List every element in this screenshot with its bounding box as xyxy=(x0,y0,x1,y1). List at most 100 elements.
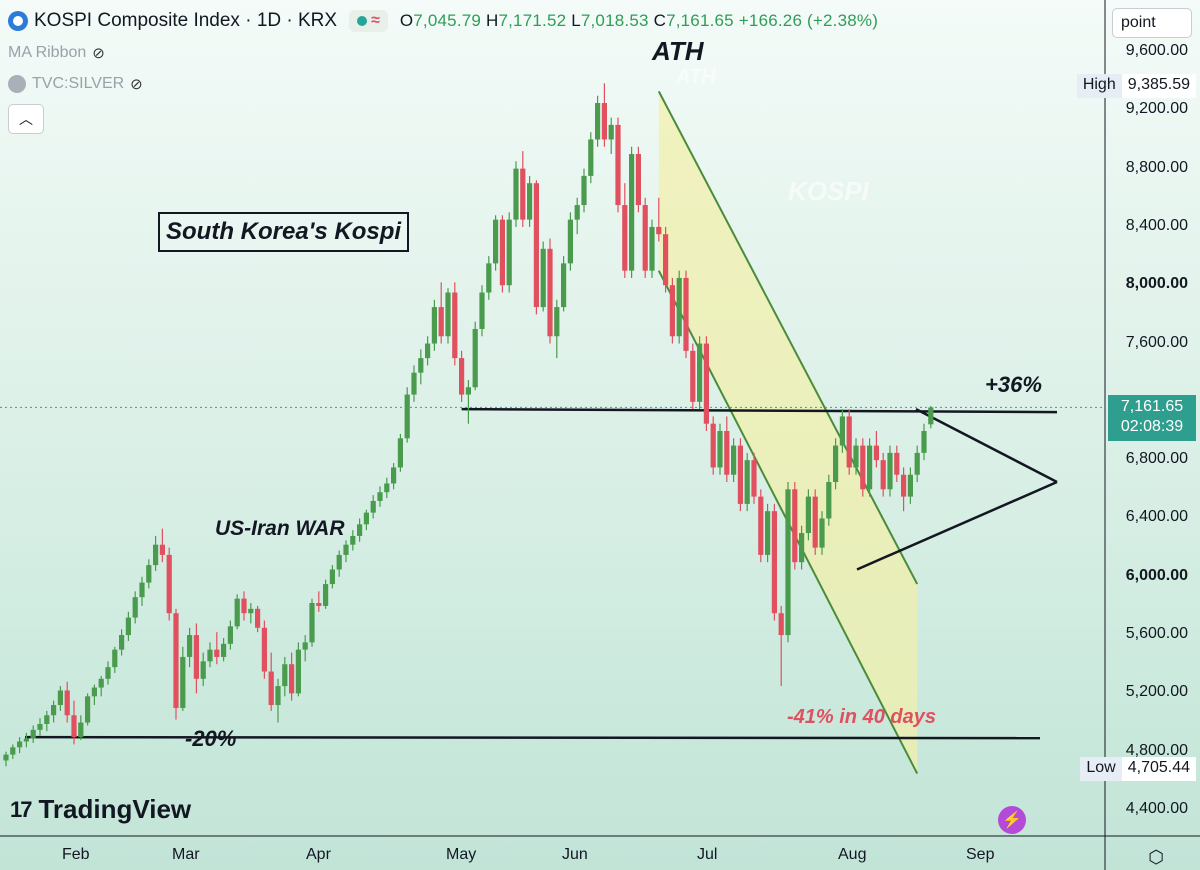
support-line xyxy=(24,735,1041,740)
candle-body xyxy=(105,667,111,679)
market-status-dot-icon xyxy=(357,16,368,26)
x-tick-label: Jul xyxy=(697,846,718,863)
low-marker: Low 4,705.44 xyxy=(1080,757,1196,781)
candle-body xyxy=(431,307,437,344)
legend-silver[interactable]: TVC:SILVER ⊘ xyxy=(8,75,143,93)
candle-body xyxy=(860,445,866,490)
hidden-eye-icon[interactable]: ⊘ xyxy=(130,76,143,93)
candle-body xyxy=(425,343,431,359)
status-pill[interactable]: ≈ xyxy=(349,10,388,32)
candle-body xyxy=(887,452,893,490)
x-tick-label: Jun xyxy=(562,846,588,863)
candle-body xyxy=(873,445,879,461)
resistance-line xyxy=(461,407,1058,414)
candle-body xyxy=(479,292,485,329)
candle-body xyxy=(907,474,913,497)
legend-ma-ribbon[interactable]: MA Ribbon ⊘ xyxy=(8,44,105,62)
candle-body xyxy=(153,544,159,566)
hidden-eye-icon[interactable]: ⊘ xyxy=(92,45,105,62)
candle-body xyxy=(533,183,539,308)
candle-body xyxy=(30,729,36,739)
collapse-legend-button[interactable]: ︿ xyxy=(8,104,44,134)
candle-body xyxy=(445,292,451,337)
minus41-label: -41% in 40 days xyxy=(787,706,936,728)
symbol-title[interactable]: KOSPI Composite Index · 1D · KRX xyxy=(34,10,338,31)
candle-body xyxy=(44,715,50,724)
candle-body xyxy=(397,438,403,468)
candle-body xyxy=(166,554,172,614)
y-tick-label: 5,200.00 xyxy=(1125,683,1188,701)
price-scale-unit[interactable]: point xyxy=(1112,8,1192,38)
candle-body xyxy=(894,452,900,475)
candle-body xyxy=(493,219,499,264)
watermark-ath: ATH xyxy=(676,66,716,88)
candle-body xyxy=(928,407,934,425)
candle-body xyxy=(901,474,907,497)
candle-body xyxy=(139,582,145,598)
candle-body xyxy=(187,635,193,657)
candle-body xyxy=(676,277,682,337)
candle-body xyxy=(98,678,104,688)
candle-body xyxy=(465,387,471,395)
tradingview-logo[interactable]: 17 TradingView xyxy=(10,794,192,824)
candle-body xyxy=(329,569,335,585)
candle-body xyxy=(302,642,308,650)
candle-body xyxy=(846,416,852,468)
candle-body xyxy=(3,754,9,761)
candle-body xyxy=(221,643,227,657)
candle-body xyxy=(629,154,635,271)
candle-body xyxy=(547,248,553,337)
y-tick-label: 4,400.00 xyxy=(1125,800,1188,817)
candle-body xyxy=(486,263,492,293)
y-tick-label: 6,000.00 xyxy=(1125,566,1188,584)
x-tick-label: Sep xyxy=(966,846,995,863)
candle-body xyxy=(146,565,152,583)
candle-body xyxy=(635,154,641,206)
candle-body xyxy=(323,584,329,606)
candle-body xyxy=(867,445,873,490)
candle-body xyxy=(690,350,696,402)
candle-body xyxy=(581,175,587,206)
y-tick-label: 8,400.00 xyxy=(1125,216,1188,234)
candle-body xyxy=(826,482,832,519)
x-tick-label: May xyxy=(446,846,477,863)
candle-body xyxy=(180,656,186,708)
candle-body xyxy=(805,496,811,534)
candle-body xyxy=(520,168,526,220)
last-price-label: 7,161.65 02:08:39 xyxy=(1108,395,1196,441)
x-tick-label: Feb xyxy=(62,846,90,863)
candle-body xyxy=(758,496,764,555)
candle-body xyxy=(193,635,199,679)
candle-body xyxy=(64,690,70,716)
candle-body xyxy=(853,445,859,468)
settings-hexagon-icon[interactable]: ⬡ xyxy=(1148,847,1164,867)
candle-body xyxy=(921,431,927,453)
candle-body xyxy=(785,489,791,636)
lightning-icon[interactable]: ⚡ xyxy=(998,806,1026,834)
triangle-lower-line xyxy=(856,480,1058,571)
candle-body xyxy=(833,445,839,483)
candle-body xyxy=(370,500,376,513)
candle-body xyxy=(792,489,798,563)
triangle-upper-line xyxy=(915,408,1058,484)
candle-body xyxy=(499,219,505,286)
candle-body xyxy=(78,722,84,738)
candle-body xyxy=(17,741,23,748)
candle-body xyxy=(554,307,560,337)
candle-body xyxy=(513,168,519,220)
candle-body xyxy=(771,511,777,614)
candle-body xyxy=(649,226,655,271)
candle-body xyxy=(799,533,805,563)
candle-body xyxy=(737,445,743,504)
candle-body xyxy=(411,372,417,395)
candle-body xyxy=(731,445,737,475)
war-label: US-Iran WAR xyxy=(215,517,345,540)
candle-body xyxy=(357,524,363,536)
candle-body xyxy=(601,103,607,140)
ohlc-values: O7,045.79 H7,171.52 L7,018.53 C7,161.65 … xyxy=(399,11,879,30)
candle-body xyxy=(261,627,267,672)
ath-label: ATH xyxy=(652,36,704,66)
candle-body xyxy=(404,394,410,439)
candle-body xyxy=(819,518,825,548)
